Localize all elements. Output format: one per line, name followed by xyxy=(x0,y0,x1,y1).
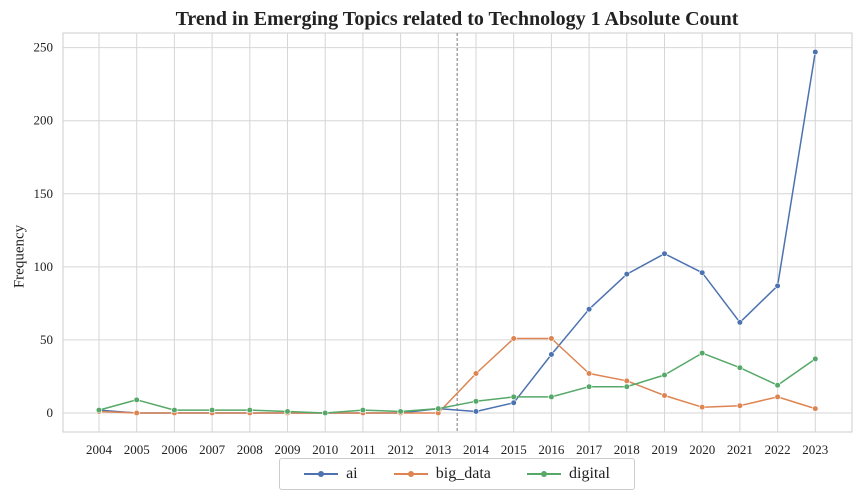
data-point-ai xyxy=(736,319,744,326)
data-point-digital xyxy=(736,364,744,371)
data-point-digital xyxy=(661,371,668,379)
data-point-ai xyxy=(472,408,480,415)
x-tick-label: 2018 xyxy=(614,442,640,457)
plot-area xyxy=(62,32,853,433)
x-tick-label: 2012 xyxy=(388,442,414,457)
y-tick-label: 100 xyxy=(34,259,54,274)
data-point-big-data xyxy=(812,405,819,412)
y-tick-label: 200 xyxy=(34,113,54,128)
data-point-ai xyxy=(699,269,706,276)
series-line-big-data xyxy=(98,337,816,414)
data-point-big-data xyxy=(699,404,706,411)
legend-swatch-ai xyxy=(304,469,339,479)
y-tick-label: 0 xyxy=(47,405,54,420)
data-point-digital xyxy=(322,409,329,417)
chart-title: Trend in Emerging Topics related to Tech… xyxy=(175,8,739,30)
x-tick-label: 2020 xyxy=(689,442,715,457)
legend-item-ai: ai xyxy=(304,465,358,483)
data-point-ai xyxy=(774,282,781,289)
data-point-big-data xyxy=(472,370,480,377)
x-tick-label: 2011 xyxy=(350,442,376,457)
data-point-big-data xyxy=(774,393,781,401)
data-point-digital xyxy=(397,408,404,415)
x-tick-label: 2021 xyxy=(727,442,753,457)
legend-swatch-digital xyxy=(527,469,562,479)
data-point-digital xyxy=(585,383,593,390)
data-point-digital xyxy=(435,405,442,412)
y-tick-label: 250 xyxy=(34,40,54,55)
x-tick-label: 2008 xyxy=(237,442,263,457)
legend-item-digital: digital xyxy=(527,465,610,483)
legend-swatch-big-data xyxy=(393,469,428,479)
data-point-big-data xyxy=(623,377,630,384)
data-point-digital xyxy=(623,383,630,390)
x-tick-label: 2015 xyxy=(501,442,527,457)
x-tick-label: 2019 xyxy=(652,442,678,457)
x-tick-label: 2007 xyxy=(199,442,226,457)
data-point-ai xyxy=(510,399,517,406)
data-point-digital xyxy=(133,396,140,403)
x-tick-label: 2017 xyxy=(576,442,603,457)
data-point-big-data xyxy=(548,335,555,342)
data-point-digital xyxy=(95,406,103,414)
data-point-digital xyxy=(246,406,253,414)
x-tick-label: 2023 xyxy=(802,442,828,457)
series-line-digital xyxy=(98,352,816,414)
legend-item-big-data: big_data xyxy=(393,465,491,483)
data-point-ai xyxy=(661,250,668,257)
data-point-big-data xyxy=(510,335,517,342)
data-point-ai xyxy=(585,306,593,313)
data-point-digital xyxy=(284,408,291,415)
data-point-digital xyxy=(510,393,517,401)
x-tick-label: 2022 xyxy=(765,442,791,457)
x-tick-label: 2014 xyxy=(463,442,490,457)
data-point-digital xyxy=(472,398,480,405)
data-point-ai xyxy=(812,48,819,56)
x-tick-label: 2006 xyxy=(161,442,188,457)
data-point-digital xyxy=(171,406,178,414)
x-tick-label: 2010 xyxy=(312,442,338,457)
data-point-digital xyxy=(209,406,216,414)
legend-label-ai: ai xyxy=(346,465,358,482)
x-tick-label: 2013 xyxy=(425,442,451,457)
y-tick-label: 50 xyxy=(40,332,53,347)
data-point-digital xyxy=(699,349,706,357)
x-tick-label: 2009 xyxy=(275,442,301,457)
data-point-big-data xyxy=(736,402,744,409)
x-tick-label: 2004 xyxy=(86,442,113,457)
data-point-digital xyxy=(812,355,819,363)
legend-label-digital: digital xyxy=(569,465,610,482)
data-point-digital xyxy=(359,406,367,414)
data-point-big-data xyxy=(661,392,668,399)
data-point-digital xyxy=(774,382,781,389)
legend-label-big-data: big_data xyxy=(435,465,491,482)
y-tick-label: 150 xyxy=(34,186,54,201)
data-point-big-data xyxy=(133,409,140,417)
data-point-digital xyxy=(548,393,555,401)
data-point-ai xyxy=(623,271,630,278)
x-tick-label: 2005 xyxy=(124,442,150,457)
data-point-big-data xyxy=(585,370,593,377)
x-tick-label: 2016 xyxy=(538,442,565,457)
data-point-ai xyxy=(548,351,555,358)
legend: ai big_data digital xyxy=(279,458,635,490)
